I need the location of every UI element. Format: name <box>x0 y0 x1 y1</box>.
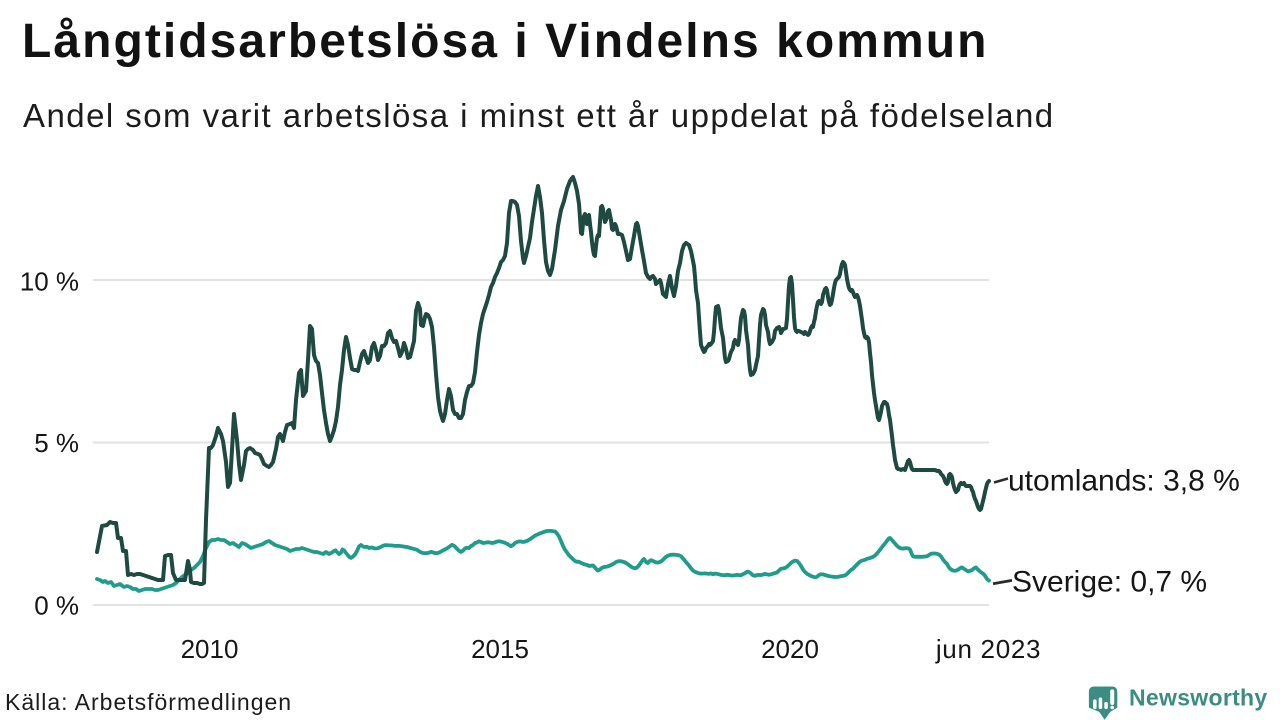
svg-text:jun 2023: jun 2023 <box>935 634 1041 664</box>
svg-text:5 %: 5 % <box>34 428 79 458</box>
svg-text:utomlands: 3,8 %: utomlands: 3,8 % <box>1008 465 1240 498</box>
svg-text:Långtidsarbetslösa i Vindelns: Långtidsarbetslösa i Vindelns kommun <box>22 15 988 68</box>
svg-text:2010: 2010 <box>181 634 239 664</box>
svg-text:2020: 2020 <box>761 634 819 664</box>
svg-text:Sverige: 0,7 %: Sverige: 0,7 % <box>1012 566 1207 599</box>
svg-text:2015: 2015 <box>471 634 529 664</box>
svg-text:Newsworthy: Newsworthy <box>1129 685 1267 711</box>
svg-text:10 %: 10 % <box>20 267 79 297</box>
svg-text:0 %: 0 % <box>34 591 79 621</box>
svg-text:Källa: Arbetsförmedlingen: Källa: Arbetsförmedlingen <box>5 689 292 715</box>
svg-text:Andel som varit arbetslösa i m: Andel som varit arbetslösa i minst ett å… <box>23 97 1055 134</box>
